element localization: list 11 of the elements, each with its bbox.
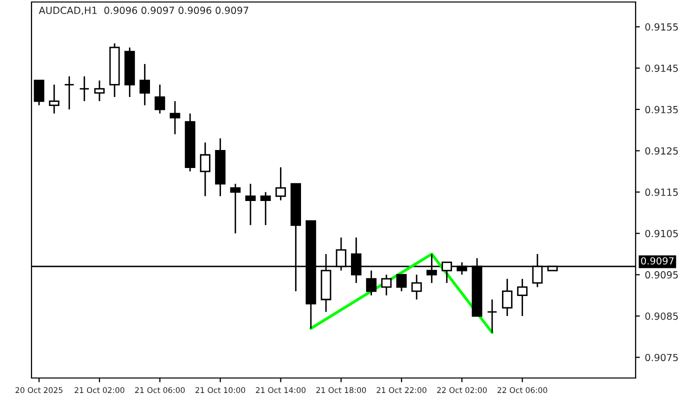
ref-line-label: 0.9097 (641, 257, 674, 265)
y-tick-label: 0.9125 (645, 147, 678, 155)
y-tick-label: 0.9115 (645, 188, 678, 196)
y-tick-label: 0.9085 (645, 312, 678, 320)
y-tick-label: 0.9145 (645, 64, 678, 72)
y-tick-label: 0.9095 (645, 271, 678, 279)
y-tick-label: 0.9155 (645, 23, 678, 31)
y-tick-label: 0.9105 (645, 230, 678, 238)
chart-title: AUDCAD,H1 0.9096 0.9097 0.9096 0.9097 (38, 6, 248, 16)
y-tick-label: 0.9135 (645, 106, 678, 114)
y-tick-label: 0.9075 (645, 354, 678, 362)
